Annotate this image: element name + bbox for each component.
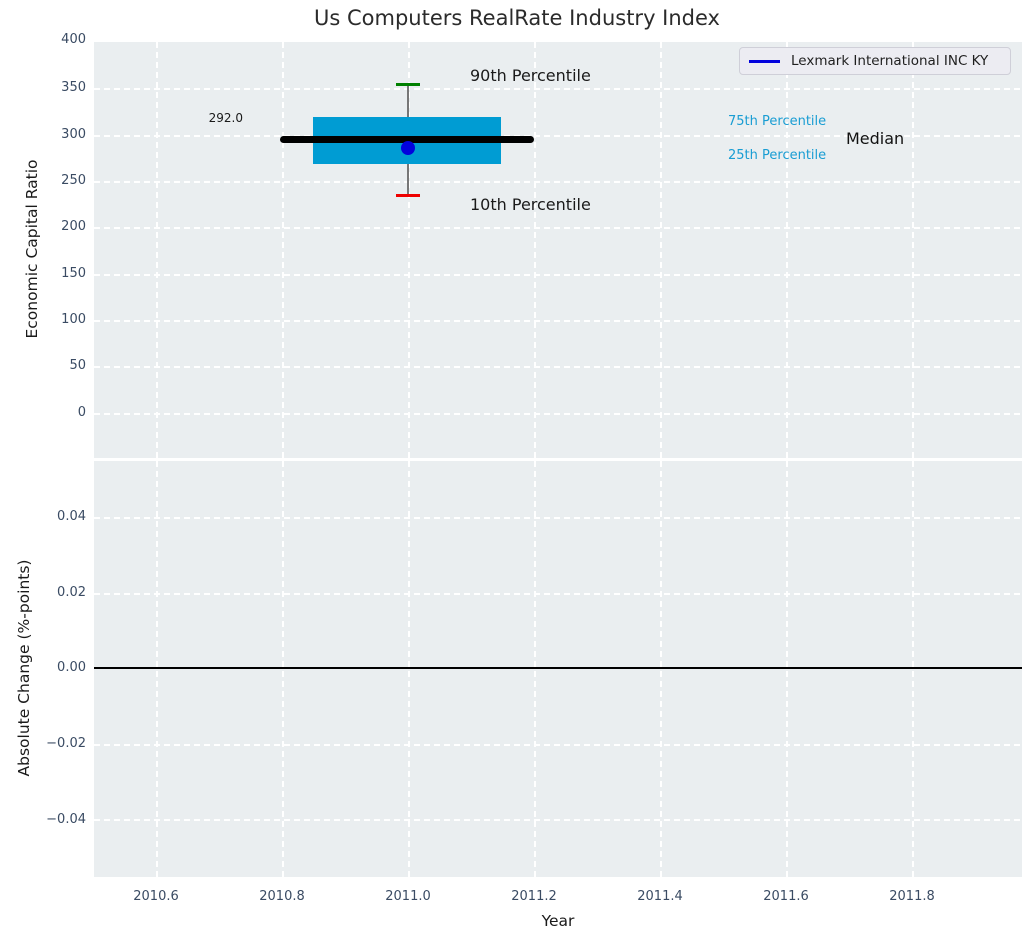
median-annotation: Median bbox=[846, 129, 905, 148]
gridline bbox=[660, 461, 662, 877]
xtick-2011.4: 2011.4 bbox=[637, 889, 683, 904]
p90-annotation: 90th Percentile bbox=[470, 66, 591, 85]
ytick-0: 0 bbox=[77, 405, 86, 420]
gridline bbox=[94, 744, 1022, 746]
gridline bbox=[156, 42, 158, 458]
x-axis-label: Year bbox=[541, 912, 575, 930]
gridline bbox=[534, 42, 536, 458]
ytick-150: 150 bbox=[61, 266, 86, 281]
gridline bbox=[408, 42, 410, 458]
p75-annotation: 75th Percentile bbox=[728, 114, 827, 129]
median-line bbox=[280, 136, 534, 143]
top-y-axis-label: Economic Capital Ratio bbox=[23, 159, 41, 339]
gridline bbox=[94, 366, 1022, 368]
gridline bbox=[534, 461, 536, 877]
ytick--0.02: −0.02 bbox=[46, 736, 86, 751]
gridline bbox=[94, 227, 1022, 229]
gridline bbox=[94, 274, 1022, 276]
gridline bbox=[282, 461, 284, 877]
ytick-50: 50 bbox=[69, 358, 86, 373]
gridline bbox=[786, 461, 788, 877]
gridline bbox=[912, 42, 914, 458]
p25-annotation: 25th Percentile bbox=[728, 148, 827, 163]
gridline bbox=[912, 461, 914, 877]
gridline bbox=[660, 42, 662, 458]
gridline bbox=[786, 42, 788, 458]
gridline bbox=[94, 135, 1022, 137]
ytick--0.04: −0.04 bbox=[46, 812, 86, 827]
gridline bbox=[408, 461, 410, 877]
gridline bbox=[94, 593, 1022, 595]
legend: Lexmark International INC KY bbox=[739, 47, 1011, 75]
median-value-label: 292.0 bbox=[208, 111, 243, 125]
ytick-250: 250 bbox=[61, 173, 86, 188]
xtick-2010.8: 2010.8 bbox=[259, 889, 305, 904]
xtick-2011.0: 2011.0 bbox=[385, 889, 431, 904]
gridline bbox=[94, 181, 1022, 183]
legend-label: Lexmark International INC KY bbox=[791, 53, 989, 69]
ytick-0.04: 0.04 bbox=[57, 509, 86, 524]
xtick-2010.6: 2010.6 bbox=[133, 889, 179, 904]
xtick-2011.2: 2011.2 bbox=[511, 889, 557, 904]
gridline bbox=[282, 42, 284, 458]
gridline bbox=[94, 320, 1022, 322]
ytick-100: 100 bbox=[61, 312, 86, 327]
company-marker bbox=[401, 141, 415, 155]
ytick-350: 350 bbox=[61, 80, 86, 95]
zero-reference-line bbox=[94, 667, 1022, 669]
legend-line-icon bbox=[749, 59, 780, 63]
gridline bbox=[94, 88, 1022, 90]
ytick-0.02: 0.02 bbox=[57, 585, 86, 600]
chart-title: Us Computers RealRate Industry Index bbox=[314, 6, 720, 30]
p10-annotation: 10th Percentile bbox=[470, 195, 591, 214]
ytick-400: 400 bbox=[61, 32, 86, 47]
gridline bbox=[94, 819, 1022, 821]
bottom-y-axis-label: Absolute Change (%-points) bbox=[15, 559, 33, 777]
bottom-plot-area bbox=[94, 461, 1022, 877]
xtick-2011.8: 2011.8 bbox=[889, 889, 935, 904]
ytick-300: 300 bbox=[61, 127, 86, 142]
ytick-0.00: 0.00 bbox=[57, 660, 86, 675]
xtick-2011.6: 2011.6 bbox=[763, 889, 809, 904]
gridline bbox=[94, 413, 1022, 415]
top-plot-area: 292.0 90th Percentile 10th Percentile 75… bbox=[94, 42, 1022, 458]
p90-cap bbox=[396, 83, 420, 86]
ytick-200: 200 bbox=[61, 219, 86, 234]
gridline bbox=[156, 461, 158, 877]
gridline bbox=[94, 517, 1022, 519]
p10-cap bbox=[396, 194, 420, 197]
